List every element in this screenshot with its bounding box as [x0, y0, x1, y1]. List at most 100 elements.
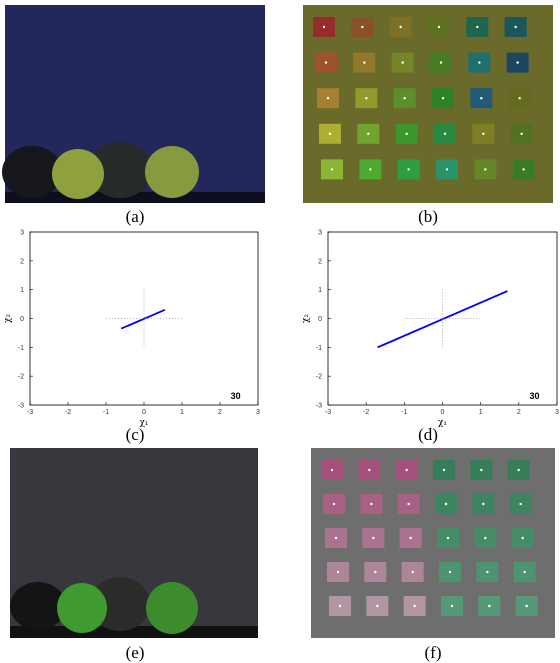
cube-dot — [407, 502, 410, 506]
cube-dot — [442, 468, 446, 472]
cube-dot — [484, 536, 487, 540]
photo-b-cubes — [313, 17, 535, 180]
annotation: 30 — [530, 391, 540, 401]
cube-dot — [324, 61, 328, 64]
photo-a-fruit — [2, 146, 62, 198]
cube-dot — [409, 536, 412, 540]
cube-dot — [518, 97, 521, 100]
cube-dot — [445, 168, 449, 171]
cube-dot — [322, 25, 326, 29]
y-tick-label: 1 — [20, 287, 24, 294]
cube-dot — [522, 168, 525, 171]
cube-dot — [403, 97, 406, 100]
data-line — [377, 290, 508, 349]
x-tick-label: 0 — [142, 409, 146, 416]
cube-dot — [482, 132, 485, 135]
x-axis-label: χ₁ — [139, 418, 148, 428]
x-tick-label: -3 — [325, 409, 331, 416]
y-tick-label: -2 — [18, 374, 24, 381]
y-tick-label: -2 — [316, 374, 322, 381]
cube-dot — [448, 570, 452, 574]
cube-dot — [369, 168, 372, 171]
cube-dot — [328, 132, 332, 135]
cube-dot — [439, 61, 443, 64]
photo-a-apple — [52, 149, 104, 199]
cube-dot — [437, 25, 441, 29]
cube-dot — [336, 570, 340, 574]
y-tick-label: 0 — [318, 316, 322, 323]
cube-dot — [514, 25, 517, 29]
x-tick-label: 2 — [218, 409, 222, 416]
cube-dot — [480, 97, 483, 100]
cube-dot — [488, 604, 491, 608]
cube-dot — [399, 25, 402, 29]
cube-dot — [480, 468, 483, 472]
y-tick-label: 3 — [318, 230, 322, 237]
data-line — [120, 309, 166, 330]
cube-dot — [444, 502, 448, 506]
x-tick-label: 3 — [256, 409, 260, 416]
photo-a-apple — [145, 146, 199, 198]
photo-e-apple — [57, 583, 107, 633]
cube-dot — [368, 468, 371, 472]
panel-label: (f) — [425, 643, 442, 662]
y-axis-label: χ₂ — [3, 314, 13, 323]
cube-dot — [443, 132, 447, 135]
cube-dot — [450, 604, 454, 608]
cube-dot — [365, 97, 368, 100]
y-tick-label: 2 — [318, 258, 322, 265]
photo-f-cubes — [321, 460, 538, 616]
cube-dot — [376, 604, 379, 608]
photo-a-table — [5, 192, 265, 203]
panel-label: (d) — [418, 425, 438, 444]
y-tick-label: -3 — [316, 403, 322, 410]
cube-dot — [401, 61, 404, 64]
cube-dot — [441, 97, 445, 100]
cube-dot — [330, 468, 334, 472]
cube-dot — [478, 61, 481, 64]
cube-dot — [520, 132, 523, 135]
cube-dot — [411, 570, 414, 574]
x-tick-label: -2 — [65, 409, 71, 416]
cube-dot — [413, 604, 416, 608]
x-tick-label: 0 — [441, 409, 445, 416]
y-tick-label: -1 — [316, 345, 322, 352]
panel-label: (c) — [126, 425, 145, 444]
chart-c: -3 -2 -1 0 1 2 3 -3 -2 -1 0 1 2 3 χ₁ χ₂ 30 — [3, 230, 260, 429]
annotation: 30 — [231, 391, 241, 401]
cube-dot — [405, 132, 408, 135]
cube-dot — [330, 168, 334, 171]
panel-label: (a) — [126, 207, 145, 226]
y-tick-label: 0 — [20, 316, 24, 323]
cube-dot — [334, 536, 338, 540]
panel-label: (e) — [126, 643, 145, 662]
x-tick-label: 2 — [517, 409, 521, 416]
cube-dot — [326, 97, 330, 100]
cube-dot — [405, 468, 408, 472]
x-axis-label: χ₁ — [438, 418, 447, 428]
cube-dot — [482, 502, 485, 506]
cube-dot — [332, 502, 336, 506]
y-tick-label: 2 — [20, 258, 24, 265]
x-tick-label: 1 — [180, 409, 184, 416]
cube-dot — [516, 61, 519, 64]
cube-dot — [363, 61, 366, 64]
y-tick-label: 1 — [318, 287, 322, 294]
photo-e-apple — [146, 582, 198, 634]
panel-label: (b) — [418, 207, 438, 226]
cube-dot — [367, 132, 370, 135]
x-tick-label: -1 — [103, 409, 109, 416]
x-tick-label: 3 — [555, 409, 559, 416]
cube-dot — [484, 168, 487, 171]
cube-dot — [446, 536, 450, 540]
cube-dot — [523, 570, 526, 574]
cube-dot — [338, 604, 342, 608]
y-tick-label: -1 — [18, 345, 24, 352]
cube-dot — [407, 168, 410, 171]
cube-dot — [370, 502, 373, 506]
x-tick-label: -2 — [363, 409, 369, 416]
x-tick-label: -3 — [27, 409, 33, 416]
x-tick-label: 1 — [479, 409, 483, 416]
cube-dot — [374, 570, 377, 574]
